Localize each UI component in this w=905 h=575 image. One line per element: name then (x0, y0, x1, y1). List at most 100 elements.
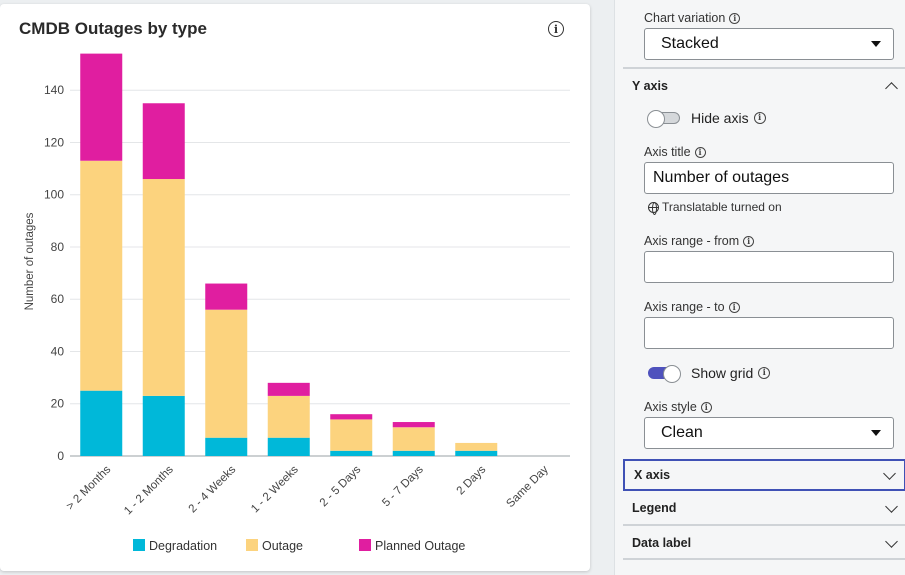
y-axis-title: Number of outages (24, 212, 36, 310)
y-tick-label: 140 (44, 83, 64, 97)
data-label-section-header[interactable]: Data label (623, 527, 905, 559)
bar-segment (205, 283, 248, 310)
axis-style-label: Axis style i (644, 400, 712, 414)
bar-segment (330, 414, 373, 420)
bar-segment (455, 450, 498, 456)
bar-segment (392, 422, 435, 428)
translatable-text: Translatable turned on (662, 200, 782, 214)
bar-segment (330, 419, 373, 451)
x-axis-section-header[interactable]: X axis (623, 459, 905, 491)
bar-segment (80, 53, 123, 161)
legend-label: Planned Outage (375, 539, 465, 553)
bar-segment (267, 395, 310, 438)
axis-range-from-input[interactable] (644, 251, 894, 283)
x-tick-label: 2 Days (455, 463, 489, 497)
legend-swatch (133, 539, 145, 551)
translatable-status: Translatable turned on (648, 200, 782, 215)
legend-swatch (246, 539, 258, 551)
x-tick-label: Same Day (504, 463, 551, 510)
show-grid-label: Show grid i (691, 365, 771, 381)
chart-canvas: 0 20 40 60 80 100 120 140 Number of outages > 2 M… (24, 53, 570, 553)
info-icon[interactable]: i (728, 301, 740, 313)
y-tick-label: 100 (44, 188, 64, 202)
chevron-down-icon (885, 499, 898, 513)
chart-variation-select[interactable]: Stacked (644, 28, 894, 60)
toggle-knob (663, 365, 681, 383)
info-icon[interactable]: i (700, 401, 712, 413)
info-icon[interactable]: i (729, 12, 741, 24)
caret-down-icon (871, 430, 881, 436)
globe-icon (648, 201, 659, 215)
x-tick-label: 5 - 7 Days (380, 463, 426, 509)
section-divider (623, 524, 905, 526)
section-divider (623, 558, 905, 560)
legend-label: Degradation (149, 539, 217, 553)
axis-title-label: Axis title i (644, 145, 706, 159)
hide-axis-label-text: Hide axis (691, 110, 749, 126)
chart-variation-label: Chart variation i (644, 11, 741, 25)
bar-segment (455, 442, 498, 451)
hide-axis-toggle[interactable] (647, 110, 680, 128)
axis-title-input[interactable] (644, 162, 894, 194)
chevron-down-icon (885, 534, 898, 548)
y-tick-label: 40 (51, 344, 65, 358)
info-icon[interactable]: i (694, 146, 706, 158)
chevron-down-icon (883, 466, 896, 480)
bar-segment (142, 179, 185, 396)
info-icon[interactable]: i (548, 21, 564, 37)
y-tick-label: 80 (51, 240, 65, 254)
axis-style-select[interactable]: Clean (644, 417, 894, 449)
axis-range-from-label: Axis range - from i (644, 234, 755, 248)
chart-variation-value: Stacked (661, 35, 719, 52)
axis-style-label-text: Axis style (644, 400, 697, 414)
bar-segment (267, 382, 310, 396)
axis-range-to-label: Axis range - to i (644, 300, 740, 314)
show-grid-toggle[interactable] (648, 365, 681, 383)
x-tick-label: 1 - 2 Months (122, 463, 176, 517)
bar-segment (330, 450, 373, 456)
bar-segment (392, 450, 435, 456)
info-icon[interactable]: i (743, 235, 755, 247)
y-tick-label: 0 (57, 449, 64, 463)
axis-range-from-label-text: Axis range - from (644, 234, 740, 248)
data-label-section-title: Data label (632, 536, 692, 550)
y-axis-section-header[interactable]: Y axis (623, 70, 905, 102)
axis-title-label-text: Axis title (644, 145, 691, 159)
axis-style-value: Clean (661, 424, 703, 441)
chevron-up-icon (885, 81, 898, 95)
bar-segment (80, 160, 123, 391)
bar-segment (142, 103, 185, 180)
x-axis-section-title: X axis (634, 468, 671, 482)
y-tick-label: 20 (51, 397, 65, 411)
legend-swatch (359, 539, 371, 551)
bar-segment (267, 437, 310, 456)
bar-segment (392, 427, 435, 451)
hide-axis-label: Hide axis i (691, 110, 766, 126)
axis-range-to-label-text: Axis range - to (644, 300, 725, 314)
chart-variation-label-text: Chart variation (644, 11, 726, 25)
x-tick-label: 2 - 5 Days (318, 463, 364, 509)
x-tick-label: 2 - 4 Weeks (187, 463, 239, 515)
chart-title: CMDB Outages by type (19, 19, 207, 38)
y-tick-label: 60 (51, 292, 65, 306)
bar-segment (142, 395, 185, 456)
legend-section-header[interactable]: Legend (623, 492, 905, 524)
toggle-knob (647, 110, 665, 128)
chart-config-panel: Chart variation i Stacked Y axis Hide ax… (614, 0, 905, 575)
x-tick-label: 1 - 2 Weeks (249, 463, 301, 515)
x-tick-label: > 2 Months (64, 463, 113, 512)
bar-segment (205, 437, 248, 456)
axis-range-to-input[interactable] (644, 317, 894, 349)
y-tick-label: 120 (44, 135, 64, 149)
y-axis-section-title: Y axis (632, 79, 668, 93)
info-icon[interactable]: i (753, 112, 766, 124)
chart-card: 0 20 40 60 80 100 120 140 Number of outages > 2 M… (0, 4, 590, 571)
legend-label: Outage (262, 539, 303, 553)
legend-section-title: Legend (632, 501, 677, 515)
show-grid-label-text: Show grid (691, 365, 754, 381)
caret-down-icon (871, 41, 881, 47)
bar-segment (205, 309, 248, 438)
section-divider (623, 67, 905, 69)
info-icon[interactable]: i (758, 367, 771, 379)
bar-segment (80, 390, 123, 456)
